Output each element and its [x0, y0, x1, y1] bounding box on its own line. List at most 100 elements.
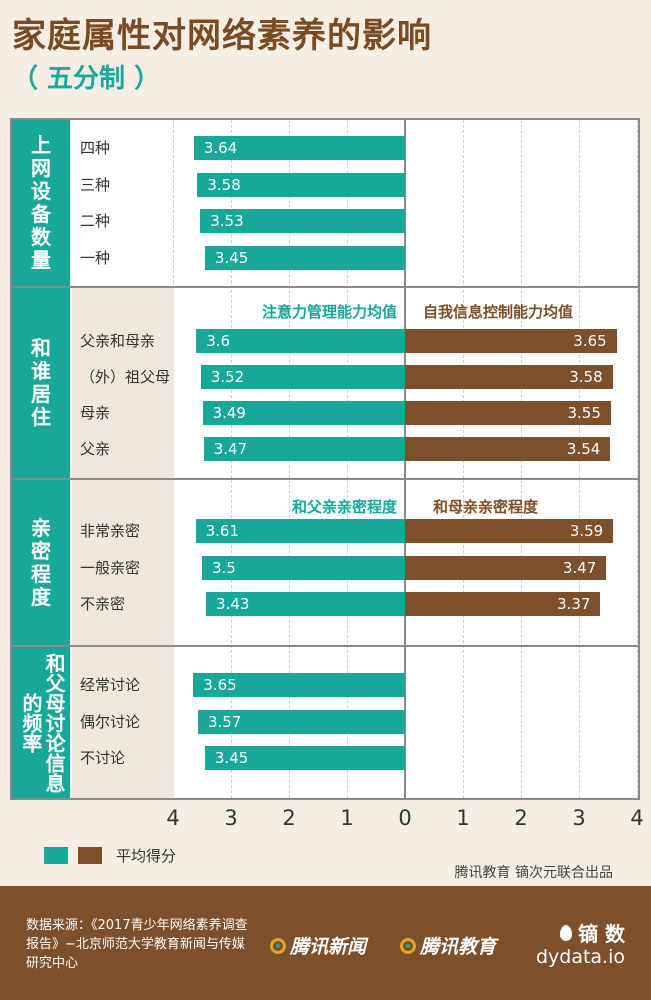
- tencent-edu-text: 腾讯教育: [420, 936, 497, 958]
- series-header-left: 和父亲亲密程度: [291, 498, 397, 516]
- bar-left: [193, 673, 405, 697]
- category-label: 一般亲密: [80, 559, 141, 577]
- axis-tick-label: 1: [456, 806, 470, 830]
- credit-text: 腾讯教育 镝次元联合出品: [454, 865, 613, 881]
- bar-left: [204, 246, 405, 270]
- category-label: 经常讨论: [80, 676, 141, 694]
- dydata-cn-text: 镝 数: [578, 922, 625, 946]
- bar-left: [195, 519, 405, 543]
- legend-swatch-right: [78, 847, 102, 864]
- legend-label: 平均得分: [116, 847, 177, 865]
- bar-right: [405, 556, 607, 580]
- footer-bar: 数据来源：《2017青少年网络素养调查报告》−北京师范大学教育新闻与传媒研究中心…: [0, 886, 651, 1000]
- group-label-text: 和父母讨论信息的频率: [19, 652, 66, 793]
- bar-left: [206, 592, 405, 616]
- chart-title: 家庭属性对网络素养的影响: [12, 16, 432, 56]
- category-column-bg: [72, 288, 174, 478]
- bar-right: [405, 592, 601, 616]
- value-label-right: 3.55: [567, 404, 601, 422]
- value-label-right: 3.47: [562, 559, 597, 577]
- group-separator: [12, 478, 640, 480]
- value-label-left: 3.6: [206, 332, 231, 350]
- series-header-right: 和母亲亲密程度: [433, 498, 539, 516]
- data-source: 数据来源：《2017青少年网络素养调查报告》−北京师范大学教育新闻与传媒研究中心: [26, 918, 248, 971]
- value-label-left: 3.49: [212, 404, 246, 422]
- category-label: 二种: [80, 212, 111, 230]
- category-label: 不讨论: [80, 749, 126, 767]
- bar-left: [200, 365, 405, 389]
- axis-tick-label: 1: [340, 806, 354, 830]
- bar-left: [196, 329, 405, 353]
- group-label: 和父母讨论信息的频率: [12, 647, 70, 798]
- group-label: 亲密程度: [12, 480, 70, 645]
- axis-tick-label: 0: [398, 806, 412, 830]
- group-label: 和谁居住: [12, 288, 70, 478]
- category-column-bg: [72, 480, 174, 645]
- dydata-brand-en: dydata.io: [535, 946, 625, 968]
- gridline: [637, 120, 638, 798]
- axis-tick-label: 2: [282, 806, 296, 830]
- bar-left: [193, 136, 405, 160]
- group-label-text: 和谁居住: [31, 336, 51, 429]
- dydata-brand-cn: 镝 数: [560, 918, 625, 947]
- bar-left: [197, 710, 405, 734]
- bar-right: [405, 519, 614, 543]
- series-header-left: 注意力管理能力均值: [261, 303, 397, 321]
- value-label-right: 3.54: [566, 440, 601, 458]
- group-separator: [12, 286, 640, 288]
- tencent-edu-logo: 腾讯教育: [400, 932, 496, 959]
- value-label-left: 3.58: [207, 176, 241, 194]
- chart-subtitle: （ 五分制 ）: [12, 64, 161, 94]
- bar-right: [405, 329, 617, 353]
- category-label: 非常亲密: [80, 522, 141, 540]
- category-label: 母亲: [80, 404, 111, 422]
- bar-left: [200, 209, 405, 233]
- category-label: 父亲和母亲: [80, 332, 156, 350]
- tencent-news-text: 腾讯新闻: [290, 936, 367, 958]
- value-label-left: 3.5: [212, 559, 236, 577]
- value-label-left: 3.65: [203, 676, 237, 694]
- category-label: 父亲: [80, 440, 111, 458]
- value-label-left: 3.64: [203, 139, 238, 157]
- group-label-text: 亲密程度: [31, 515, 51, 609]
- category-label: 一种: [80, 249, 111, 267]
- tencent-logo-icon: [400, 937, 416, 954]
- axis-tick-label: 3: [572, 806, 586, 830]
- value-label-left: 3.61: [205, 522, 240, 540]
- value-label-right: 3.59: [569, 522, 604, 540]
- bar-right: [405, 437, 611, 461]
- value-label-left: 3.57: [207, 713, 242, 731]
- bar-left: [204, 746, 405, 770]
- group-label: 上网设备数量: [12, 120, 70, 286]
- bar-left: [203, 437, 405, 461]
- value-label-left: 3.45: [214, 249, 249, 267]
- legend-swatch-left: [44, 847, 68, 864]
- value-label-right: 3.37: [557, 595, 591, 613]
- drop-icon: [560, 924, 573, 941]
- axis-tick-label: 4: [630, 806, 644, 830]
- category-label: 三种: [80, 176, 111, 194]
- value-label-left: 3.52: [210, 368, 245, 386]
- axis-tick-label: 4: [166, 806, 180, 830]
- tencent-logo-icon: [270, 937, 286, 954]
- axis-tick-label: 3: [224, 806, 238, 830]
- bar-left: [202, 401, 405, 425]
- group-label-text: 上网设备数量: [31, 133, 51, 272]
- value-label-left: 3.47: [213, 440, 248, 458]
- category-label: 不亲密: [80, 595, 126, 613]
- value-label-right: 3.65: [573, 332, 607, 350]
- bar-left: [197, 173, 405, 197]
- category-column-bg: [72, 647, 174, 798]
- bar-right: [405, 365, 613, 389]
- axis-tick-label: 2: [514, 806, 528, 830]
- category-label: （外）祖父母: [80, 368, 171, 386]
- category-label: 偶尔讨论: [80, 713, 141, 731]
- series-header-right: 自我信息控制能力均值: [423, 303, 574, 321]
- category-label: 四种: [80, 139, 111, 157]
- group-separator: [12, 645, 640, 647]
- value-label-right: 3.58: [569, 368, 603, 386]
- value-label-left: 3.43: [216, 595, 250, 613]
- value-label-left: 3.45: [214, 749, 249, 767]
- bar-right: [405, 401, 611, 425]
- bar-left: [202, 556, 405, 580]
